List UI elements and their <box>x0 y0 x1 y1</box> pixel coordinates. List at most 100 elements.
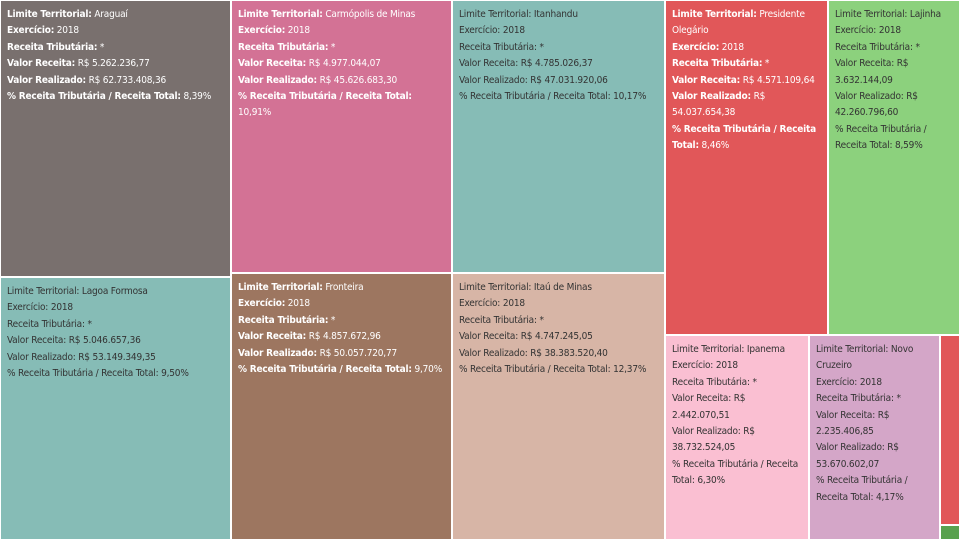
tile-value: R$ 5.046.657,36 <box>68 335 141 347</box>
tile-ratio-line: % Receita Tributária / Receita Total: 9,… <box>238 362 446 378</box>
tile-value: Araguaí <box>94 9 128 20</box>
tile-ratio-line: % Receita Tributária / Receita Total: 6,… <box>672 457 803 490</box>
tile-value: R$ 4.747.245,05 <box>520 331 593 343</box>
tile-value: 2018 <box>721 41 744 53</box>
tile-revenue-value-line: Valor Receita: R$ 5.262.236,77 <box>7 56 225 72</box>
tile-value: 2018 <box>502 25 525 37</box>
tile-value: R$ 2.442.070,51 <box>672 393 746 421</box>
tile-value: R$ 4.785.026,37 <box>520 58 593 70</box>
tile-value: R$ 38.383.520,40 <box>530 347 608 359</box>
tile-year-line: Exercício: 2018 <box>459 23 659 39</box>
tile-value: 12,37% <box>613 364 647 376</box>
tile-label: Limite Territorial: <box>672 344 745 355</box>
tile-year-line: Exercício: 2018 <box>238 296 446 312</box>
tile-label: Limite Territorial: <box>835 9 908 20</box>
tile-label: Limite Territorial: <box>672 9 757 20</box>
tile-label: Receita Tributária: <box>835 41 913 53</box>
tile-ratio-line: % Receita Tributária / Receita Total: 8,… <box>672 122 822 155</box>
treemap-tile: Limite Territorial: Lagoa Formosa Exercíc… <box>0 277 231 540</box>
tile-value: R$ 62.733.408,36 <box>88 74 167 86</box>
tile-year-line: Exercício: 2018 <box>835 23 954 39</box>
tile-label: % Receita Tributária / Receita Total: <box>672 458 799 487</box>
tile-tax-revenue-line: Receita Tributária: * <box>7 317 225 333</box>
tile-value: R$ 4.977.044,07 <box>308 58 381 70</box>
treemap-tile: Limite Territorial: Carmópolis de Minas E… <box>231 0 452 273</box>
tile-value: 2018 <box>502 298 525 310</box>
tile-realized-value-line: Valor Realizado: R$ 47.031.920,06 <box>459 73 659 89</box>
tile-label: % Receita Tributária / Receita Total: <box>816 475 908 503</box>
tile-label: Limite Territorial: <box>816 344 889 355</box>
tile-year-line: Exercício: 2018 <box>7 23 225 39</box>
tile-label: Exercício: <box>459 25 501 37</box>
tile-value: R$ 47.031.920,06 <box>530 74 608 86</box>
tile-value: 2018 <box>50 302 73 314</box>
tile-tax-revenue-line: Receita Tributária: * <box>672 56 822 72</box>
tile-label: Valor Receita: <box>459 58 519 70</box>
tile-label: Valor Realizado: <box>835 91 904 103</box>
tile-value: R$ 4.571.109,64 <box>742 74 815 86</box>
tile-value: Lagoa Formosa <box>81 286 148 297</box>
tile-ratio-line: % Receita Tributária / Receita Total: 9,… <box>7 366 225 382</box>
tile-label: Receita Tributária: <box>459 41 537 53</box>
tile-value: R$ 38.732.524,05 <box>672 426 755 454</box>
tile-territory-line: Limite Territorial: Lagoa Formosa <box>7 284 225 300</box>
tile-value: * <box>330 41 336 53</box>
tile-label: Valor Receita: <box>835 58 895 70</box>
tile-realized-value-line: Valor Realizado: R$ 50.057.720,77 <box>238 346 446 362</box>
tile-revenue-value-line: Valor Receita: R$ 3.632.144,09 <box>835 56 954 89</box>
tile-realized-value-line: Valor Realizado: R$ 45.626.683,30 <box>238 73 446 89</box>
tile-realized-value-line: Valor Realizado: R$ 62.733.408,36 <box>7 73 225 89</box>
tile-realized-value-line: Valor Realizado: R$ 53.149.349,35 <box>7 350 225 366</box>
tile-value: * <box>539 314 545 326</box>
tile-value: Lajinha <box>909 9 941 20</box>
tile-value: * <box>330 314 336 326</box>
tile-value: R$ 54.037.654,38 <box>672 91 766 119</box>
tile-label: Receita Tributária: <box>238 314 329 326</box>
tile-label: Limite Territorial: <box>7 9 92 20</box>
tile-value: 2018 <box>287 298 310 310</box>
treemap-tile: Limite Territorial: Itaú de Minas Exercíc… <box>452 273 665 540</box>
tile-territory-line: Limite Territorial: Fronteira <box>238 280 446 296</box>
tile-label: Limite Territorial: <box>459 282 532 293</box>
tile-value: 2018 <box>56 25 79 37</box>
tile-value: Presidente Olegário <box>672 9 805 37</box>
tile-value: R$ 53.149.349,35 <box>78 351 156 363</box>
tile-label: Limite Territorial: <box>7 286 80 297</box>
tile-value: 2018 <box>859 376 882 388</box>
tile-ratio-line: % Receita Tributária / Receita Total: 8,… <box>835 122 954 155</box>
tile-value: 6,30% <box>697 475 725 487</box>
tile-label: Valor Receita: <box>7 335 67 347</box>
tile-label: Valor Realizado: <box>816 442 885 454</box>
tile-value: 2018 <box>715 360 738 372</box>
tile-year-line: Exercício: 2018 <box>672 40 822 56</box>
tile-value: Carmópolis de Minas <box>325 9 416 20</box>
tile-territory-line: Limite Territorial: Araguaí <box>7 7 225 23</box>
tile-value: 9,50% <box>161 368 189 380</box>
tile-label: Limite Territorial: <box>459 9 532 20</box>
tile-label: % Receita Tributária / Receita Total: <box>835 123 927 152</box>
tile-label: Exercício: <box>835 25 877 37</box>
tile-tax-revenue-line: Receita Tributária: * <box>238 313 446 329</box>
tile-label: Exercício: <box>7 302 49 314</box>
tile-label: Valor Receita: <box>7 58 76 70</box>
tile-label: % Receita Tributária / Receita Total: <box>459 91 611 103</box>
tile-year-line: Exercício: 2018 <box>459 296 659 312</box>
tile-label: Valor Realizado: <box>459 74 528 86</box>
tile-value: 8,59% <box>894 140 923 152</box>
tile-value: * <box>87 318 93 330</box>
tile-tax-revenue-line: Receita Tributária: * <box>459 40 659 56</box>
tile-territory-line: Limite Territorial: Itanhandu <box>459 7 659 23</box>
tile-revenue-value-line: Valor Receita: R$ 4.571.109,64 <box>672 73 822 89</box>
tile-realized-value-line: Valor Realizado: R$ 54.037.654,38 <box>672 89 822 122</box>
treemap-tile: Limite Territorial: Araguaí Exercício: 20… <box>0 0 231 277</box>
tile-realized-value-line: Valor Realizado: R$ 42.260.796,60 <box>835 89 954 122</box>
tile-label: Exercício: <box>7 25 55 37</box>
tile-value: R$ 53.670.602,07 <box>816 442 899 470</box>
tile-value: Novo Cruzeiro <box>816 344 914 372</box>
treemap-tile: Limite Territorial: Novo Cruzeiro Exercíc… <box>809 335 940 540</box>
tile-ratio-line: % Receita Tributária / Receita Total: 4,… <box>816 473 934 506</box>
tile-value: 2018 <box>878 25 901 37</box>
tile-label: % Receita Tributária / Receita Total: <box>238 364 412 376</box>
tile-territory-line: Limite Territorial: Itaú de Minas <box>459 280 659 296</box>
